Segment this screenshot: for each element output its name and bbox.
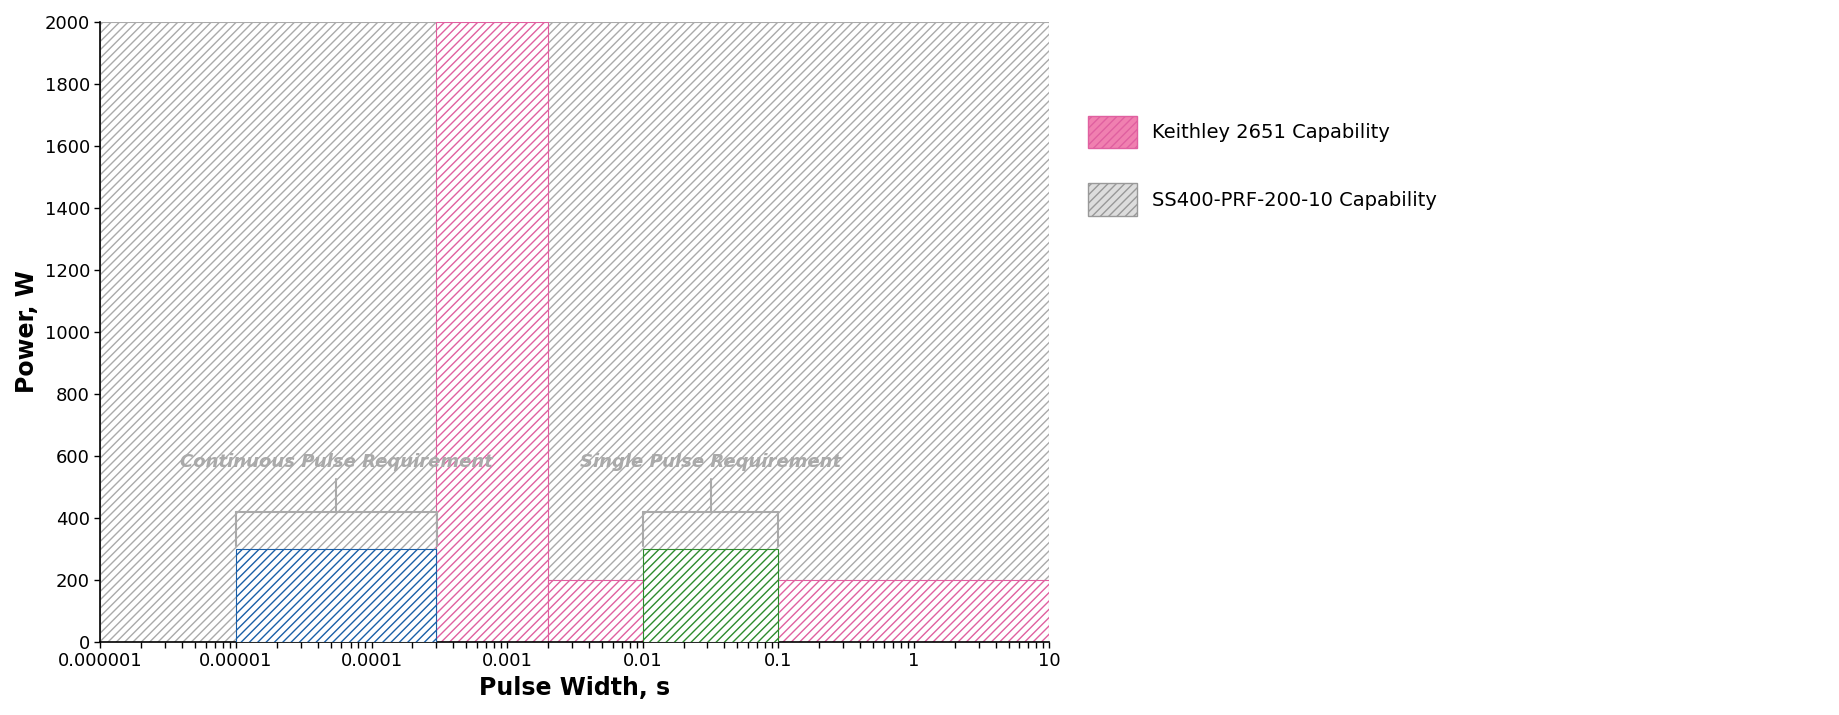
Legend: Keithley 2651 Capability, SS400-PRF-200-10 Capability: Keithley 2651 Capability, SS400-PRF-200-… xyxy=(1078,106,1447,226)
Bar xyxy=(436,22,548,642)
Bar xyxy=(548,580,1050,642)
Y-axis label: Power, W: Power, W xyxy=(15,271,39,393)
Text: Continuous Pulse Requirement: Continuous Pulse Requirement xyxy=(180,453,493,471)
Bar xyxy=(235,549,436,642)
Text: Single Pulse Requirement: Single Pulse Requirement xyxy=(579,453,840,471)
Bar xyxy=(642,549,778,642)
X-axis label: Pulse Width, s: Pulse Width, s xyxy=(480,676,671,700)
